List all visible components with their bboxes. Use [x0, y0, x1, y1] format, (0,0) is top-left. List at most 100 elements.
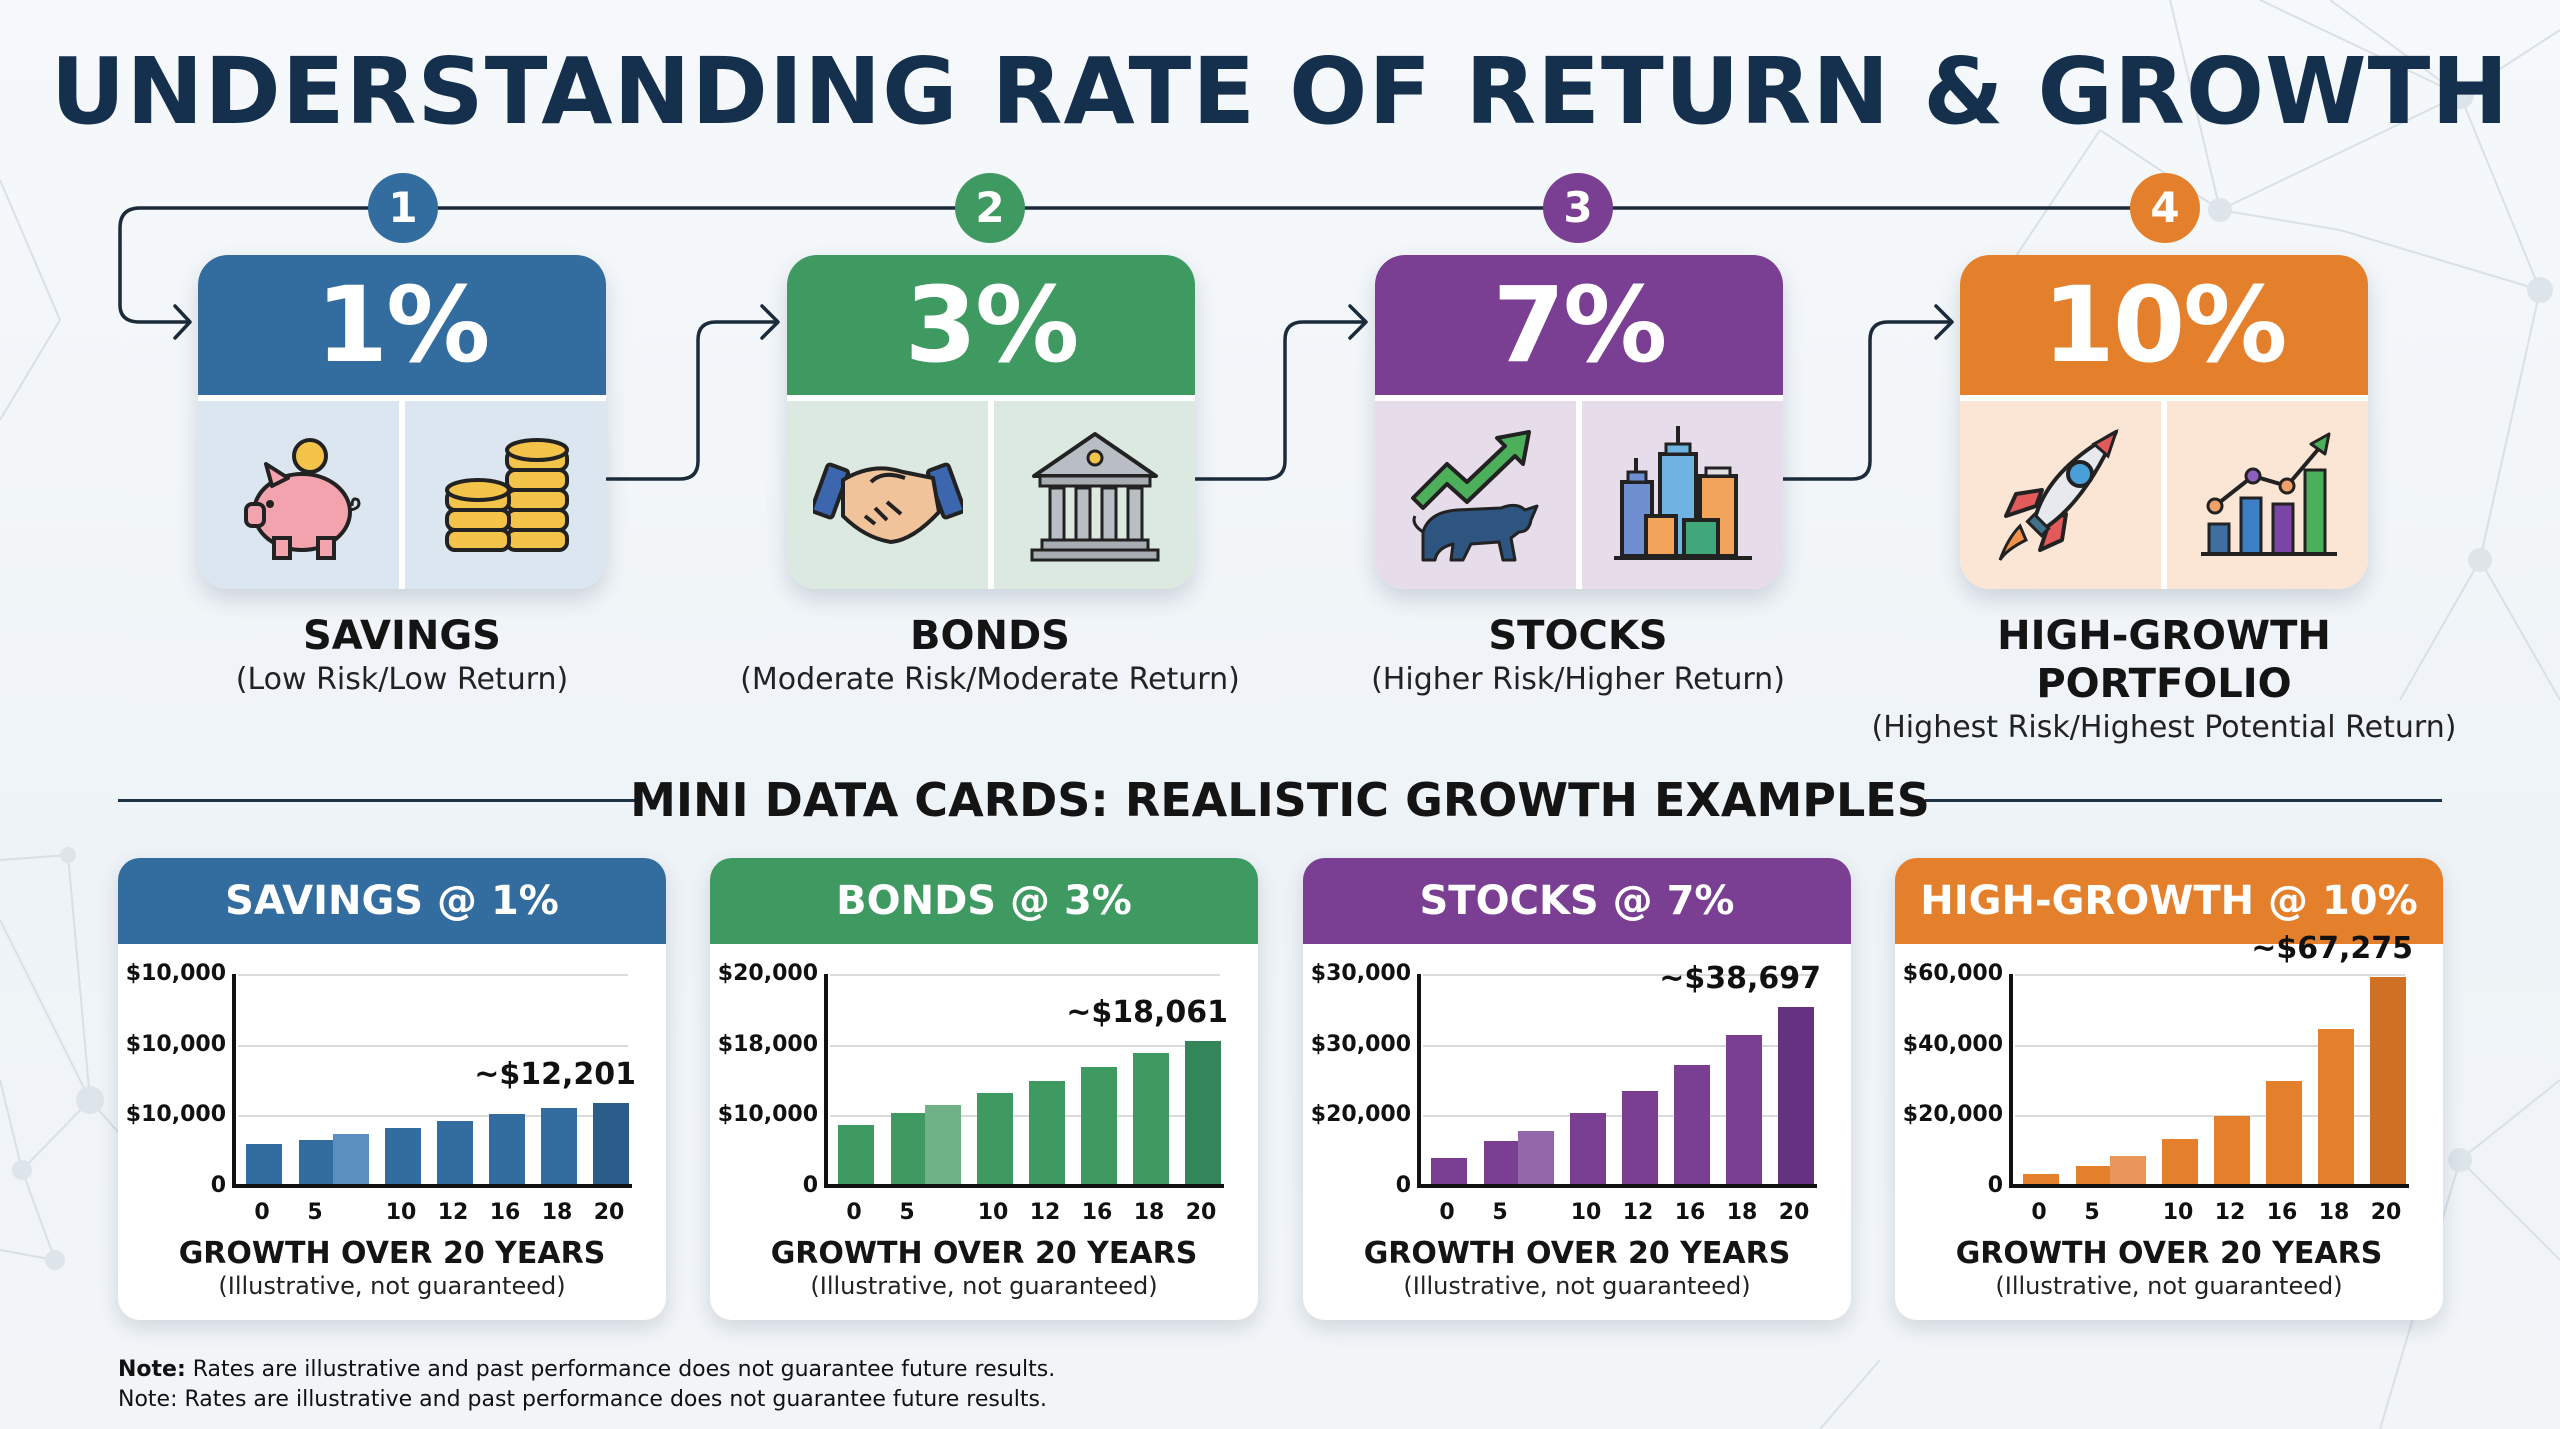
- gridline: [830, 974, 1220, 976]
- icon-panel: [1960, 401, 2161, 589]
- bar-year-12: [1029, 1081, 1065, 1186]
- asset-label-stocks: STOCKS (Higher Risk/Higher Return): [1278, 612, 1878, 700]
- bar-year-0: [2023, 1174, 2059, 1186]
- bar-year-10: [977, 1093, 1013, 1186]
- y-axis-tick: 0: [210, 1173, 226, 1198]
- bar-year-5: [299, 1140, 335, 1186]
- bar-year-5+: [333, 1134, 369, 1186]
- growth-bar-chart: $10,000 $10,000 $10,000 0 0 5 10 12 16 18 20 ~$12,2…: [118, 944, 666, 1244]
- final-value-label: ~$38,697: [1659, 961, 1821, 997]
- y-axis-tick: $10,000: [125, 961, 226, 986]
- illustrative-note: (Illustrative, not guaranteed): [1403, 1272, 1751, 1300]
- icon-panel: [1375, 401, 1576, 589]
- asset-name: SAVINGS: [302, 613, 501, 659]
- growth-bar-chart: $20,000 $18,000 $10,000 0 0 5 10 12 16 18 20 ~$18,0…: [710, 944, 1258, 1244]
- x-axis-tick: 18: [2318, 1200, 2350, 1225]
- bar-year-16: [1674, 1065, 1710, 1186]
- gridline: [238, 1115, 628, 1118]
- y-axis-tick: $40,000: [1902, 1031, 2003, 1057]
- y-axis-tick: $30,000: [1310, 1031, 1411, 1057]
- x-axis-tick: 16: [489, 1200, 521, 1225]
- bar-year-5+: [2110, 1156, 2146, 1186]
- piggy-bank-icon: [243, 438, 360, 560]
- plot-area: 0 5 10 12 16 18 20 ~$67,275: [2009, 931, 2413, 1225]
- x-axis-tick: 18: [1133, 1200, 1165, 1225]
- x-axis-tick: 20: [1778, 1200, 1810, 1225]
- y-axis-tick: $60,000: [1902, 961, 2003, 986]
- rate-card-stocks: 7%: [1375, 255, 1783, 589]
- illustrative-note: (Illustrative, not guaranteed): [810, 1272, 1158, 1300]
- x-axis-tick: 18: [541, 1200, 573, 1225]
- final-value-label: ~$12,201: [474, 1056, 636, 1092]
- bar-year-5+: [925, 1105, 961, 1186]
- asset-label-savings: SAVINGS (Low Risk/Low Return): [102, 612, 702, 700]
- disclaimer-note-2: Note: Rates are illustrative and past pe…: [118, 1386, 1047, 1414]
- icon-panel: [198, 401, 399, 589]
- section-divider-right: [1925, 799, 2442, 802]
- illustrative-note: (Illustrative, not guaranteed): [1995, 1272, 2343, 1300]
- y-axis-tick: $10,000: [717, 1102, 818, 1128]
- bar-year-16: [2266, 1081, 2302, 1186]
- bar-year-20: [1185, 1041, 1221, 1186]
- bar-year-20: [2370, 977, 2406, 1186]
- y-axis-tick: 0: [802, 1173, 818, 1198]
- bar-year-16: [489, 1114, 525, 1186]
- x-axis-tick: 5: [899, 1200, 915, 1225]
- gridline: [2015, 974, 2405, 976]
- mini-card-savings: SAVINGS @ 1% $10,000 $10,000 $10,000 0 0 5 10 12…: [118, 858, 666, 1320]
- gridline: [1423, 1115, 1813, 1118]
- asset-risk: (Highest Risk/Highest Potential Return): [1871, 710, 2457, 745]
- gridline: [1423, 1044, 1813, 1047]
- rate-value: 1%: [198, 255, 606, 395]
- icon-panel: [1576, 401, 1783, 589]
- disclaimer-note-1: Note: Rates are illustrative and past pe…: [118, 1356, 1055, 1384]
- asset-name: HIGH-GROWTH PORTFOLIO: [1997, 613, 2331, 707]
- rate-card-high-growth: 10%: [1960, 255, 2368, 589]
- bar-year-18: [1133, 1053, 1169, 1186]
- bar-year-12: [437, 1121, 473, 1186]
- y-axis-tick: $20,000: [1310, 1102, 1411, 1128]
- icon-panel: [787, 401, 988, 589]
- bar-year-0: [246, 1144, 282, 1186]
- section-title: MINI DATA CARDS: REALISTIC GROWTH EXAMPL…: [630, 773, 1930, 827]
- x-axis-tick: 16: [2266, 1200, 2298, 1225]
- x-axis-tick: 10: [2162, 1200, 2194, 1225]
- bank-building-icon: [1030, 432, 1159, 562]
- note-text: Rates are illustrative and past performa…: [177, 1387, 1047, 1412]
- page-title: UNDERSTANDING RATE OF RETURN & GROWTH: [50, 38, 2510, 145]
- bar-year-16: [1081, 1067, 1117, 1186]
- mini-card-bonds: BONDS @ 3% $20,000 $18,000 $10,000 0 0 5 10 12 16…: [710, 858, 1258, 1320]
- y-axis-tick: $10,000: [125, 1031, 226, 1057]
- asset-label-bonds: BONDS (Moderate Risk/Moderate Return): [690, 612, 1290, 700]
- x-axis-tick: 16: [1674, 1200, 1706, 1225]
- y-axis-tick: $20,000: [717, 961, 818, 986]
- icon-panel: [2161, 401, 2368, 589]
- x-axis-tick: 5: [307, 1200, 323, 1225]
- x-axis-tick: 12: [1029, 1200, 1061, 1225]
- x-axis-tick: 5: [1492, 1200, 1508, 1225]
- step-number-1: 1: [368, 173, 438, 243]
- x-axis-title: GROWTH OVER 20 YEARS: [178, 1236, 606, 1271]
- x-axis-tick: 0: [2031, 1200, 2047, 1225]
- asset-risk: (Low Risk/Low Return): [235, 662, 569, 697]
- x-axis-tick: 16: [1081, 1200, 1113, 1225]
- x-axis-tick: 10: [1570, 1200, 1602, 1225]
- mini-card-high-growth: HIGH-GROWTH @ 10% $60,000 $40,000 $20,000 0 0…: [1895, 858, 2443, 1320]
- mini-card-title: BONDS @ 3%: [710, 858, 1258, 944]
- city-buildings-icon: [1613, 426, 1752, 560]
- bar-year-18: [541, 1108, 577, 1186]
- x-axis-tick: 18: [1726, 1200, 1758, 1225]
- note-text: Rates are illustrative and past performa…: [185, 1357, 1056, 1382]
- asset-name: STOCKS: [1488, 613, 1668, 659]
- rate-value: 10%: [1960, 255, 2368, 395]
- mini-card-title: SAVINGS @ 1%: [118, 858, 666, 944]
- mini-card-title: STOCKS @ 7%: [1303, 858, 1851, 944]
- asset-label-high-growth: HIGH-GROWTH PORTFOLIO (Highest Risk/High…: [1864, 612, 2464, 748]
- icon-panel: [399, 401, 606, 589]
- step-number-4: 4: [2130, 173, 2200, 243]
- plot-area: 0 5 10 12 16 18 20 ~$12,201: [232, 974, 636, 1225]
- gridline: [2015, 1115, 2405, 1118]
- bar-year-20: [593, 1103, 629, 1186]
- step-number-2: 2: [955, 173, 1025, 243]
- y-axis-tick: $30,000: [1310, 961, 1411, 986]
